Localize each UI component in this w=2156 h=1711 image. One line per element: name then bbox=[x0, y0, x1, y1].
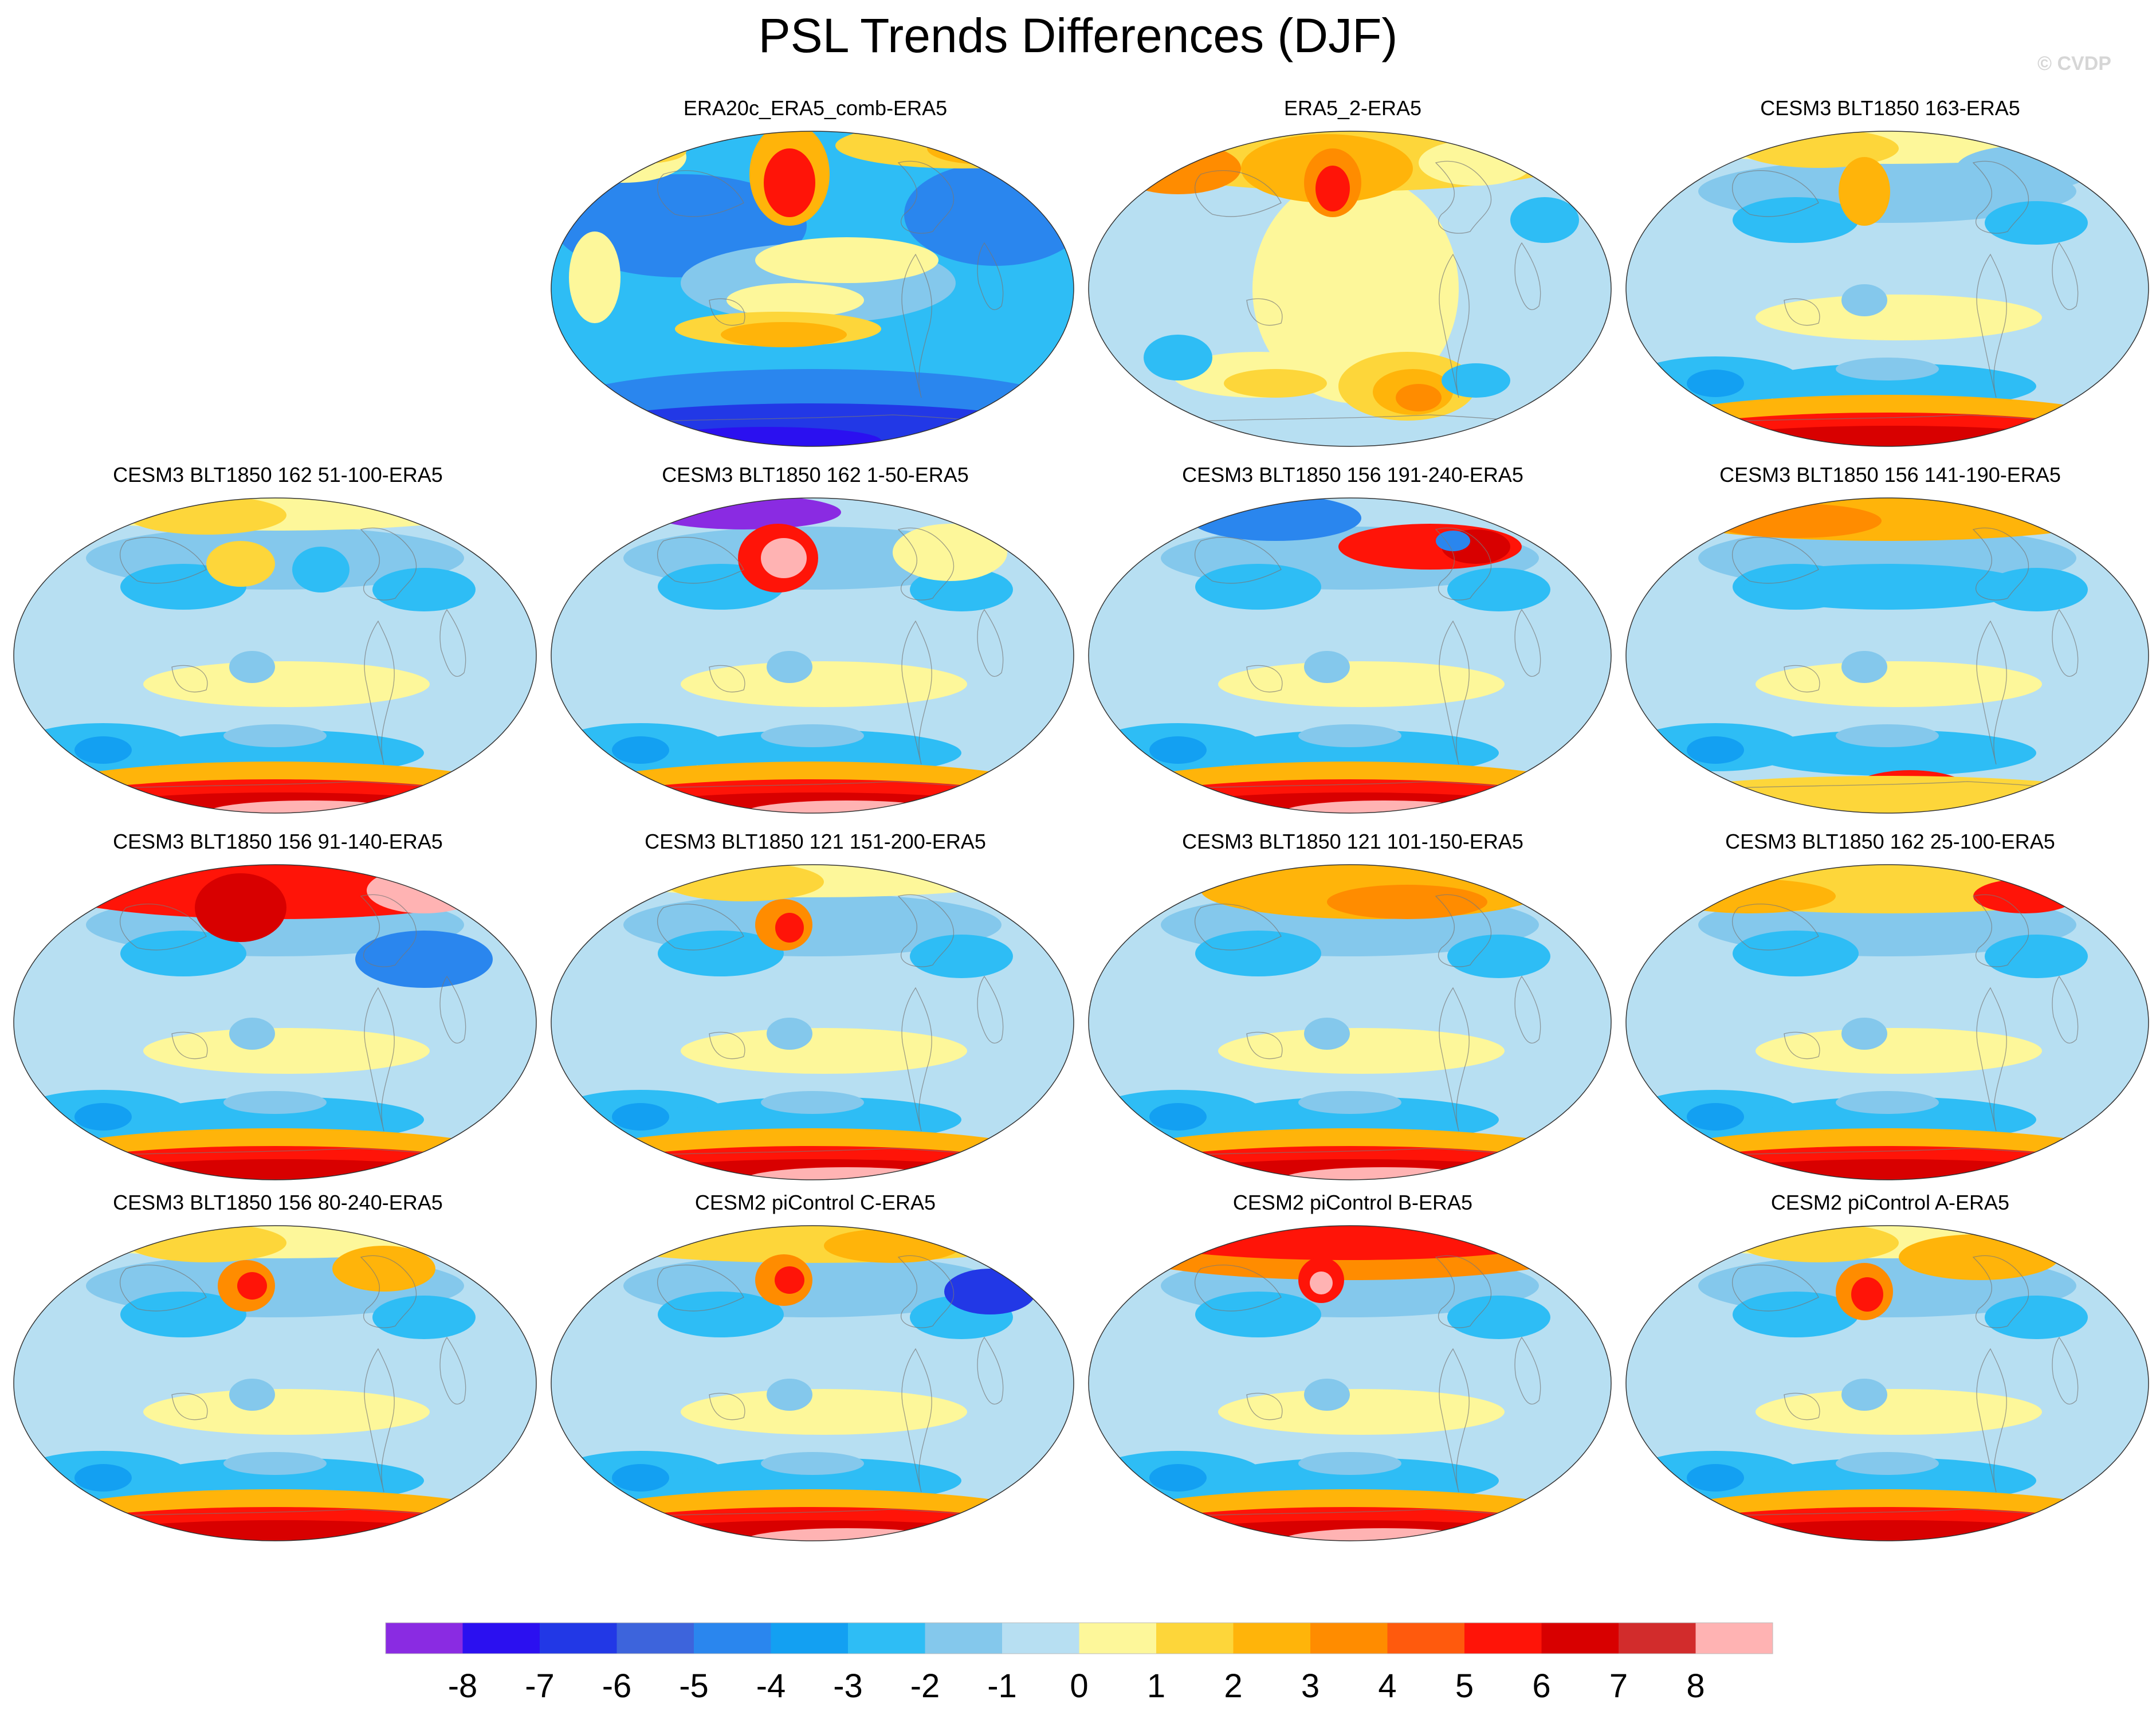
robinson-map bbox=[13, 864, 537, 1180]
panel-title: ERA5_2-ERA5 bbox=[1283, 96, 1422, 120]
colorbar-box bbox=[1233, 1623, 1310, 1654]
colorbar-box bbox=[540, 1623, 617, 1654]
colorbar-label: 7 bbox=[1609, 1667, 1628, 1705]
robinson-map bbox=[1625, 1225, 2149, 1541]
panel-title: CESM2 piControl C-ERA5 bbox=[694, 1191, 936, 1214]
map-panel: CESM3 BLT1850 162 25-100-ERA5 bbox=[1624, 830, 2156, 1196]
robinson-map bbox=[1625, 131, 2149, 447]
map-panel: CESM3 BLT1850 162 51-100-ERA5 bbox=[11, 463, 544, 830]
colorbar-box bbox=[1541, 1623, 1619, 1654]
colorbar-label: 1 bbox=[1147, 1667, 1165, 1705]
panel-title: CESM3 BLT1850 156 141-190-ERA5 bbox=[1719, 463, 2061, 486]
colorbar-label: -8 bbox=[448, 1667, 478, 1705]
colorbar-label: -3 bbox=[833, 1667, 863, 1705]
colorbar-label: 5 bbox=[1455, 1667, 1474, 1705]
map-panel: CESM3 BLT1850 156 141-190-ERA5 bbox=[1624, 463, 2156, 830]
colorbar-box bbox=[1310, 1623, 1388, 1654]
colorbar-label: -7 bbox=[525, 1667, 555, 1705]
colorbar-label: -6 bbox=[602, 1667, 632, 1705]
colorbar-box bbox=[694, 1623, 771, 1654]
map-panel: CESM3 BLT1850 121 151-200-ERA5 bbox=[549, 830, 1082, 1196]
map-panel: CESM3 BLT1850 156 191-240-ERA5 bbox=[1086, 463, 1619, 830]
figure-title: PSL Trends Differences (DJF) bbox=[758, 9, 1398, 62]
panel-title: CESM2 piControl A-ERA5 bbox=[1770, 1191, 2010, 1214]
colorbar-label: 6 bbox=[1532, 1667, 1550, 1705]
map-panel: CESM3 BLT1850 156 91-140-ERA5 bbox=[11, 830, 544, 1196]
panel-title: CESM3 BLT1850 156 80-240-ERA5 bbox=[113, 1191, 443, 1214]
colorbar-box bbox=[848, 1623, 925, 1654]
colorbar-label: -1 bbox=[987, 1667, 1017, 1705]
colorbar-box bbox=[386, 1623, 463, 1654]
panel-title: CESM3 BLT1850 121 151-200-ERA5 bbox=[645, 830, 986, 853]
colorbar-box bbox=[1079, 1623, 1156, 1654]
robinson-map bbox=[551, 131, 1074, 447]
colorbar-box bbox=[1002, 1623, 1079, 1654]
colorbar-box bbox=[462, 1623, 540, 1654]
robinson-map bbox=[13, 1225, 537, 1541]
map-panel: ERA5_2-ERA5 bbox=[1086, 96, 1619, 463]
robinson-map bbox=[1088, 1225, 1612, 1541]
panel-title: CESM2 piControl B-ERA5 bbox=[1232, 1191, 1473, 1214]
map-panel: CESM3 BLT1850 162 1-50-ERA5 bbox=[549, 463, 1082, 830]
panel-title: CESM3 BLT1850 156 91-140-ERA5 bbox=[113, 830, 443, 853]
robinson-map bbox=[1625, 864, 2149, 1180]
panel-title: CESM3 BLT1850 156 191-240-ERA5 bbox=[1182, 463, 1523, 486]
map-panel: CESM3 BLT1850 156 80-240-ERA5 bbox=[11, 1191, 544, 1557]
colorbar-box bbox=[1464, 1623, 1542, 1654]
panel-title: CESM3 BLT1850 162 51-100-ERA5 bbox=[113, 463, 443, 486]
map-panel: CESM3 BLT1850 163-ERA5 bbox=[1624, 96, 2156, 463]
panel-title: ERA20c_ERA5_comb-ERA5 bbox=[683, 96, 948, 120]
panel-title: CESM3 BLT1850 162 1-50-ERA5 bbox=[662, 463, 969, 486]
map-panel: CESM3 BLT1850 121 101-150-ERA5 bbox=[1086, 830, 1619, 1196]
robinson-map bbox=[1625, 497, 2149, 814]
colorbar-label: 4 bbox=[1378, 1667, 1396, 1705]
panel-title: CESM3 BLT1850 121 101-150-ERA5 bbox=[1182, 830, 1523, 853]
map-panel: CESM2 piControl B-ERA5 bbox=[1086, 1191, 1619, 1557]
colorbar-label: -5 bbox=[679, 1667, 709, 1705]
map-panel: ERA20c_ERA5_comb-ERA5 bbox=[549, 96, 1082, 463]
colorbar-label: 2 bbox=[1224, 1667, 1242, 1705]
colorbar-box bbox=[1695, 1623, 1773, 1654]
colorbar-label: -4 bbox=[756, 1667, 786, 1705]
colorbar-box bbox=[1387, 1623, 1464, 1654]
colorbar-box bbox=[1619, 1623, 1696, 1654]
map-panel: CESM2 piControl C-ERA5 bbox=[549, 1191, 1082, 1557]
colorbar-label: 8 bbox=[1686, 1667, 1705, 1705]
colorbar-box bbox=[925, 1623, 1002, 1654]
panel-title: CESM3 BLT1850 162 25-100-ERA5 bbox=[1725, 830, 2055, 853]
robinson-map bbox=[13, 497, 537, 814]
panel-title: CESM3 BLT1850 163-ERA5 bbox=[1760, 96, 2020, 120]
robinson-map bbox=[551, 497, 1074, 814]
colorbar-label: 0 bbox=[1070, 1667, 1088, 1705]
colorbar-label: -2 bbox=[910, 1667, 940, 1705]
robinson-map bbox=[1088, 131, 1612, 447]
robinson-map bbox=[551, 864, 1074, 1180]
robinson-map bbox=[1088, 864, 1612, 1180]
robinson-map bbox=[1088, 497, 1612, 814]
robinson-map bbox=[551, 1225, 1074, 1541]
watermark: © CVDP bbox=[2037, 53, 2111, 74]
colorbar-box bbox=[771, 1623, 848, 1654]
colorbar-box bbox=[616, 1623, 694, 1654]
colorbar-box bbox=[1156, 1623, 1234, 1654]
map-panel: CESM2 piControl A-ERA5 bbox=[1624, 1191, 2156, 1557]
colorbar-label: 3 bbox=[1301, 1667, 1319, 1705]
